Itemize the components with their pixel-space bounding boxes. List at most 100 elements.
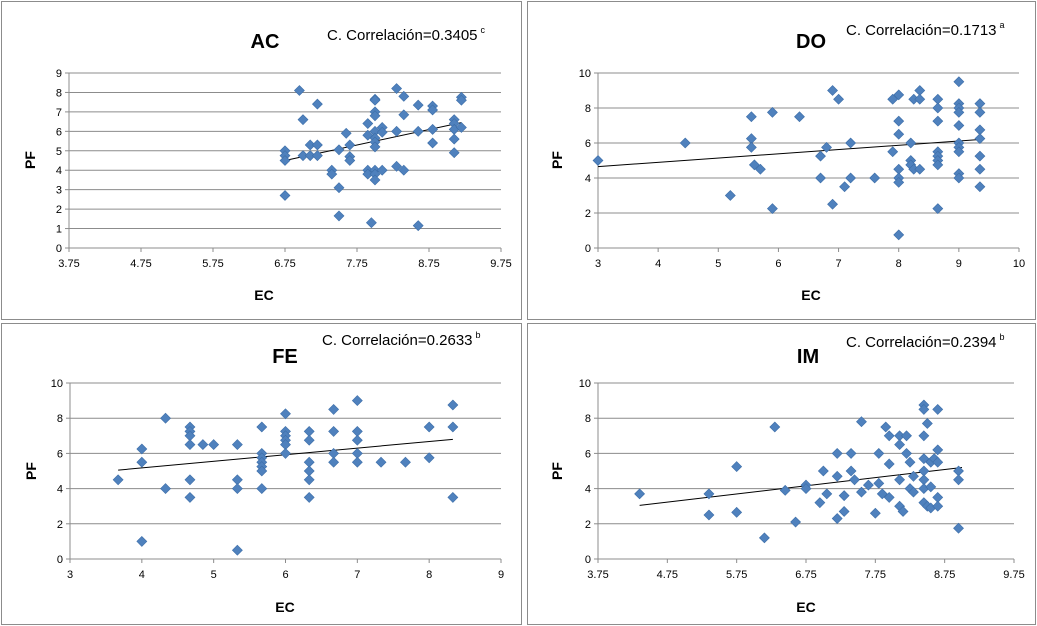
data-point bbox=[412, 99, 424, 111]
data-point bbox=[821, 488, 833, 500]
data-point bbox=[974, 106, 986, 118]
y-tick-label: 9 bbox=[56, 68, 62, 80]
scatter-chart-ac: 0 1 2 3 4 5 6 7 8 9 3.75 4.75 5.75 6.75 7.75 8.75 9.75 AC… bbox=[22, 25, 512, 303]
y-tick-label: 4 bbox=[585, 484, 591, 496]
data-point bbox=[745, 111, 757, 123]
data-point bbox=[160, 483, 171, 495]
data-point bbox=[905, 137, 917, 149]
x-tick-label: 5.75 bbox=[726, 569, 747, 581]
data-point bbox=[391, 83, 403, 94]
data-point bbox=[724, 190, 736, 201]
data-point bbox=[326, 168, 338, 180]
data-point bbox=[311, 139, 323, 151]
data-point bbox=[297, 150, 309, 162]
chart-title: IM bbox=[797, 346, 819, 368]
data-point bbox=[815, 150, 826, 162]
data-point bbox=[974, 133, 986, 145]
scatter-chart-do: 0 2 4 6 8 10 3 4 5 6 7 8 9 10 DO C. Correlación=0.1713 a… bbox=[549, 20, 1025, 303]
data-point bbox=[932, 500, 944, 512]
x-axis-label: EC bbox=[275, 599, 294, 615]
data-point bbox=[703, 509, 715, 521]
y-tick-label: 3 bbox=[56, 185, 62, 197]
data-point bbox=[908, 470, 919, 482]
data-point bbox=[365, 217, 377, 229]
data-point bbox=[427, 137, 439, 149]
data-point bbox=[280, 447, 291, 459]
data-point bbox=[831, 470, 843, 482]
data-point bbox=[423, 421, 435, 433]
y-tick-label: 6 bbox=[57, 448, 63, 460]
x-axis-label: EC bbox=[796, 599, 815, 615]
x-tick-label: 7 bbox=[354, 569, 360, 581]
y-axis-label: PF bbox=[22, 151, 38, 169]
data-point bbox=[136, 443, 148, 455]
data-point bbox=[893, 115, 905, 127]
data-point bbox=[849, 474, 860, 486]
data-point bbox=[280, 408, 291, 420]
data-point bbox=[918, 453, 930, 465]
data-point bbox=[679, 137, 691, 149]
data-point bbox=[769, 421, 781, 433]
data-point bbox=[398, 164, 410, 176]
data-point bbox=[893, 128, 905, 140]
data-point bbox=[311, 98, 323, 110]
data-point bbox=[398, 90, 410, 102]
data-point bbox=[455, 94, 467, 106]
data-point bbox=[731, 461, 743, 473]
data-point bbox=[953, 172, 965, 184]
data-point bbox=[897, 506, 909, 517]
x-tick-label: 7.75 bbox=[865, 569, 886, 581]
data-point bbox=[427, 104, 439, 116]
data-point bbox=[447, 399, 459, 411]
y-tick-label: 2 bbox=[56, 204, 62, 216]
data-point bbox=[821, 141, 832, 153]
trendline bbox=[639, 466, 963, 506]
data-point bbox=[256, 465, 268, 477]
data-point bbox=[412, 220, 424, 232]
x-tick-label: 10 bbox=[1013, 258, 1025, 270]
data-point bbox=[376, 126, 388, 138]
data-point bbox=[754, 163, 766, 175]
data-point bbox=[455, 122, 467, 133]
data-point bbox=[423, 452, 435, 464]
data-point bbox=[703, 488, 715, 500]
data-point bbox=[921, 418, 933, 429]
data-point bbox=[901, 447, 912, 459]
data-point bbox=[362, 118, 374, 129]
data-point bbox=[311, 150, 323, 162]
data-point bbox=[893, 89, 905, 101]
chart-title: FE bbox=[272, 346, 298, 368]
y-tick-label: 2 bbox=[585, 208, 591, 220]
chart-panel-do: 0 2 4 6 8 10 3 4 5 6 7 8 9 10 DO C. Correlación=0.1713 a… bbox=[527, 1, 1036, 320]
data-point bbox=[328, 425, 340, 437]
data-point bbox=[731, 506, 743, 518]
data-point bbox=[845, 137, 857, 149]
data-point bbox=[136, 456, 148, 468]
data-point bbox=[400, 456, 411, 468]
data-point bbox=[974, 163, 986, 175]
data-point bbox=[893, 176, 905, 188]
x-tick-label: 8.75 bbox=[418, 258, 439, 270]
x-tick-label: 8.75 bbox=[934, 569, 955, 581]
y-tick-label: 0 bbox=[56, 243, 62, 255]
data-point bbox=[817, 465, 829, 477]
data-point bbox=[953, 474, 964, 486]
data-point bbox=[876, 488, 888, 500]
y-tick-label: 4 bbox=[585, 173, 591, 185]
data-point bbox=[369, 94, 381, 106]
data-point bbox=[932, 403, 944, 415]
data-point bbox=[745, 141, 757, 153]
data-point bbox=[303, 491, 315, 503]
y-tick-label: 0 bbox=[585, 243, 591, 255]
data-point bbox=[328, 456, 340, 468]
x-tick-label: 9.75 bbox=[490, 258, 511, 270]
data-point bbox=[448, 133, 460, 145]
data-point bbox=[297, 114, 309, 126]
y-tick-label: 2 bbox=[585, 519, 591, 531]
data-point bbox=[827, 198, 838, 210]
chart-panel-im: 0 2 4 6 8 10 3.75 4.75 5.75 6.75 7.75 8.75 9.75 IM C. … bbox=[527, 323, 1036, 625]
data-point bbox=[932, 159, 944, 171]
data-point bbox=[779, 484, 791, 496]
y-tick-label: 1 bbox=[56, 224, 62, 236]
data-point bbox=[766, 106, 778, 118]
